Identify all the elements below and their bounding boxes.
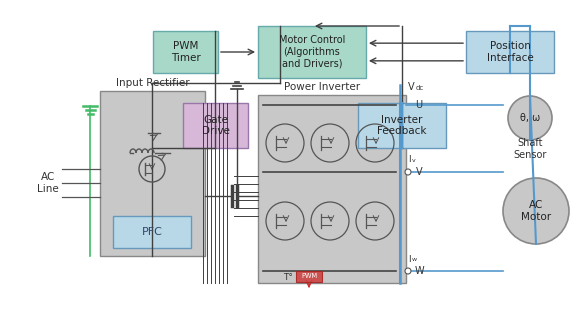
Text: V: V [415,167,423,177]
Text: T°: T° [283,273,293,282]
FancyBboxPatch shape [258,26,366,78]
FancyBboxPatch shape [296,271,322,282]
FancyBboxPatch shape [183,103,248,148]
Circle shape [405,268,411,274]
Text: V: V [408,82,414,92]
Text: dc: dc [416,85,424,91]
Text: Position
Interface: Position Interface [486,41,533,63]
Text: PWM: PWM [301,273,317,280]
Text: w: w [412,257,417,262]
Text: Shaft
Sensor: Shaft Sensor [513,138,547,160]
Circle shape [503,178,569,244]
Text: PFC: PFC [142,227,162,237]
Text: U: U [415,100,423,110]
Text: I: I [408,156,411,165]
FancyBboxPatch shape [258,95,406,283]
Text: Inverter
Feedback: Inverter Feedback [377,115,427,136]
FancyBboxPatch shape [153,31,218,73]
Text: PWM
Timer: PWM Timer [171,41,200,63]
Text: I: I [408,254,411,263]
Text: v: v [412,158,415,163]
Text: AC
Line: AC Line [37,172,59,194]
Text: AC
Motor: AC Motor [521,200,551,222]
Text: Motor Control
(Algorithms
and Drivers): Motor Control (Algorithms and Drivers) [279,35,345,69]
Text: Gate
Drive: Gate Drive [202,115,230,136]
Text: Input Rectifier: Input Rectifier [115,78,189,88]
Circle shape [405,169,411,175]
Circle shape [508,96,552,140]
Text: θ, ω: θ, ω [520,113,540,123]
Text: Power Inverter: Power Inverter [284,82,360,92]
FancyBboxPatch shape [466,31,554,73]
FancyBboxPatch shape [100,91,205,256]
FancyBboxPatch shape [113,216,191,248]
FancyBboxPatch shape [358,103,446,148]
Text: W: W [414,266,424,276]
